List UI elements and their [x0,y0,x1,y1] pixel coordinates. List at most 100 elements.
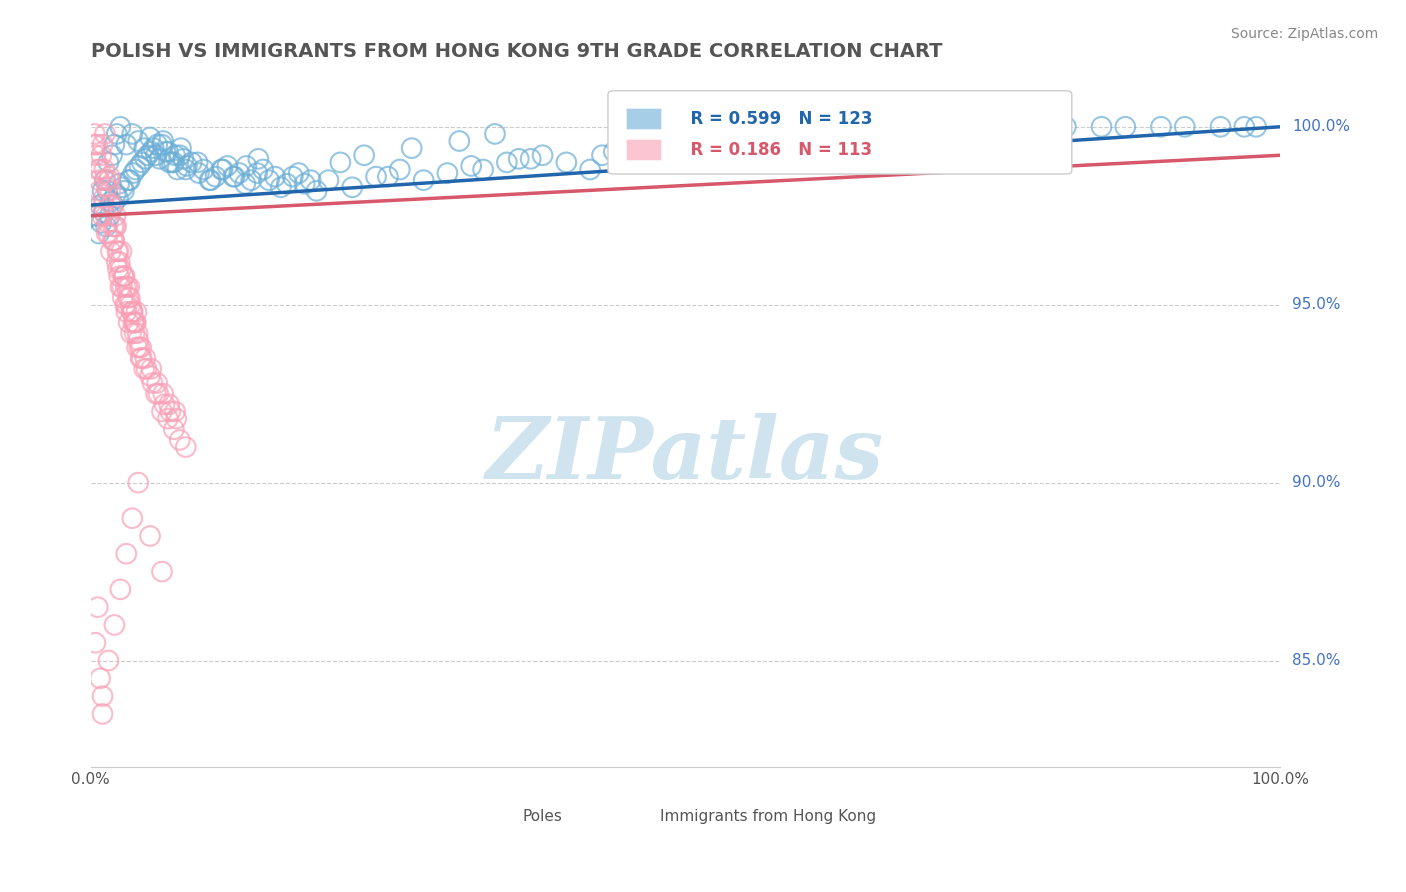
Immigrants from Hong Kong [153,397,176,411]
Poles [134,152,156,166]
Poles [449,134,471,148]
Immigrants from Hong Kong [111,291,134,305]
Poles [1209,120,1232,134]
Poles [136,148,159,162]
Immigrants from Hong Kong [94,209,117,223]
Immigrants from Hong Kong [114,298,136,312]
Immigrants from Hong Kong [94,127,117,141]
Immigrants from Hong Kong [125,305,148,319]
Immigrants from Hong Kong [110,582,132,597]
Poles [1150,120,1173,134]
Immigrants from Hong Kong [165,404,187,418]
Immigrants from Hong Kong [117,291,139,305]
Poles [603,145,626,159]
Poles [209,162,232,177]
Immigrants from Hong Kong [89,671,111,685]
Poles [176,159,198,173]
Poles [165,148,187,162]
Poles [329,155,352,169]
Immigrants from Hong Kong [108,269,131,284]
Immigrants from Hong Kong [118,280,141,294]
FancyBboxPatch shape [607,91,1071,174]
Poles [187,166,209,180]
Immigrants from Hong Kong [146,376,169,390]
Poles [104,187,127,202]
Poles [294,177,316,191]
Poles [246,166,269,180]
Immigrants from Hong Kong [129,351,152,365]
Immigrants from Hong Kong [103,234,125,248]
Immigrants from Hong Kong [118,316,141,330]
Immigrants from Hong Kong [91,137,114,152]
Poles [555,155,578,169]
Poles [793,137,815,152]
Poles [484,127,506,141]
Immigrants from Hong Kong [107,262,129,277]
FancyBboxPatch shape [614,802,644,820]
Text: 85.0%: 85.0% [1292,653,1340,668]
Immigrants from Hong Kong [89,184,111,198]
Poles [198,173,221,187]
Poles [121,127,143,141]
Poles [591,148,613,162]
Poles [1174,120,1197,134]
Poles [1090,120,1112,134]
Poles [101,148,124,162]
Poles [305,184,328,198]
Immigrants from Hong Kong [90,209,112,223]
Immigrants from Hong Kong [96,227,118,241]
FancyBboxPatch shape [626,139,661,161]
Immigrants from Hong Kong [128,340,150,354]
Poles [531,148,554,162]
Immigrants from Hong Kong [105,219,128,234]
Poles [103,137,125,152]
Immigrants from Hong Kong [115,305,138,319]
Immigrants from Hong Kong [114,280,136,294]
Text: Poles: Poles [523,809,562,824]
Immigrants from Hong Kong [87,600,110,615]
Immigrants from Hong Kong [84,636,107,650]
Immigrants from Hong Kong [139,368,162,383]
Poles [377,169,399,184]
Poles [627,155,650,169]
Immigrants from Hong Kong [105,244,128,259]
Poles [90,216,112,230]
Poles [1114,120,1136,134]
Poles [163,155,186,169]
Immigrants from Hong Kong [104,209,127,223]
Immigrants from Hong Kong [112,269,135,284]
Poles [150,137,173,152]
Poles [200,173,222,187]
Poles [912,127,935,141]
Poles [160,155,183,169]
Poles [193,162,215,177]
Poles [852,130,875,145]
Immigrants from Hong Kong [150,565,173,579]
Poles [89,198,111,212]
Immigrants from Hong Kong [127,326,149,341]
Immigrants from Hong Kong [150,404,173,418]
Immigrants from Hong Kong [93,162,115,177]
Poles [91,184,114,198]
FancyBboxPatch shape [388,802,418,820]
Poles [697,148,720,162]
Poles [170,141,193,155]
Poles [94,219,117,234]
Immigrants from Hong Kong [120,298,142,312]
Immigrants from Hong Kong [89,162,111,177]
Poles [87,227,110,241]
Poles [876,130,898,145]
Poles [1244,120,1267,134]
FancyBboxPatch shape [626,108,661,129]
Immigrants from Hong Kong [134,351,156,365]
Text: ZIPatlas: ZIPatlas [486,413,884,497]
Immigrants from Hong Kong [100,244,122,259]
Immigrants from Hong Kong [124,326,146,341]
Immigrants from Hong Kong [122,316,145,330]
Poles [508,152,530,166]
Poles [228,166,250,180]
Immigrants from Hong Kong [121,305,143,319]
Poles [224,169,246,184]
Poles [97,155,120,169]
Poles [86,209,108,223]
